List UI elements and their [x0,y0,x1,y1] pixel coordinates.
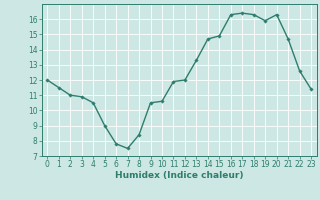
X-axis label: Humidex (Indice chaleur): Humidex (Indice chaleur) [115,171,244,180]
